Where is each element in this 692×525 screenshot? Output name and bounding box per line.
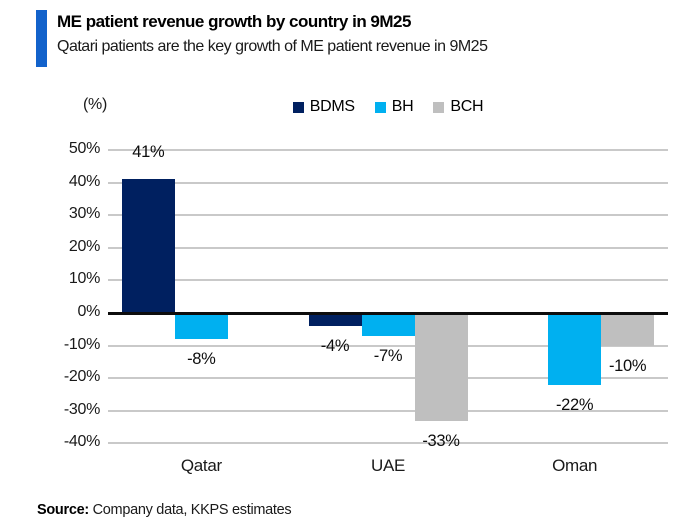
source-label: Source: [37,502,89,518]
bar-bh-qatar [174,313,228,340]
legend-item-bh: BH [374,98,414,116]
y-axis-tick-label: 20% [68,237,100,255]
bar-bh-oman [548,313,602,385]
legend-label: BDMS [309,98,355,115]
gridline--30 [108,409,668,412]
legend-label: BH [391,98,414,115]
legend-swatch-bdms [292,101,304,113]
y-axis-tick-label: 0% [77,303,100,320]
source-text: Company data, KKPS estimates [88,502,292,518]
title-accent-bar [36,10,47,67]
legend-label: BCH [450,98,484,115]
x-axis-zero-line [108,312,668,315]
gridline-50 [108,149,668,151]
gridline-40 [108,181,668,184]
gridline--40 [108,442,668,445]
category-label-uae: UAE [370,456,406,475]
data-label-bdms-qatar: 41% [132,143,165,162]
gridline--20 [108,377,668,380]
data-label-bch-oman: -10% [608,356,647,375]
y-axis-tick-label: -30% [63,400,100,418]
y-axis-tick-label: 50% [68,140,100,157]
data-label-bch-uae: -33% [422,431,460,450]
gridline--10 [108,344,668,347]
legend-item-bdms: BDMS [292,98,355,116]
legend-swatch-bch [433,101,445,113]
category-label-qatar: Qatar [180,456,222,475]
bar-bch-oman [601,313,655,346]
y-axis-tick-label: -10% [63,335,100,353]
source-note: Source: Company data, KKPS estimates [37,502,292,518]
y-axis-tick-label: 30% [68,205,100,223]
legend: BDMS BH BCH [108,96,668,118]
data-label-bdms-uae: -4% [320,337,350,356]
chart-title: ME patient revenue growth by country in … [57,12,411,31]
legend-swatch-bh [374,101,386,113]
bar-bch-uae [414,313,468,421]
y-axis-tick-label: -40% [63,433,100,451]
bar-bh-uae [361,313,415,336]
chart-subtitle: Qatari patients are the key growth of ME… [57,38,488,55]
bar-bdms-qatar [121,179,175,313]
y-axis-tick-label: -20% [63,368,100,386]
data-label-bh-uae: -7% [373,346,403,365]
data-label-bh-qatar: -8% [187,350,216,369]
gridline-10 [108,279,668,282]
gridline-20 [108,246,668,249]
bar-bdms-uae [308,313,362,327]
y-axis-tick-label: 10% [68,270,100,288]
gridline-30 [108,214,668,217]
data-label-bh-oman: -22% [555,395,594,414]
y-axis-unit-label: (%) [83,96,107,113]
y-axis-tick-label: 40% [68,172,100,190]
legend-item-bch: BCH [433,98,484,116]
category-label-oman: Oman [552,456,598,475]
